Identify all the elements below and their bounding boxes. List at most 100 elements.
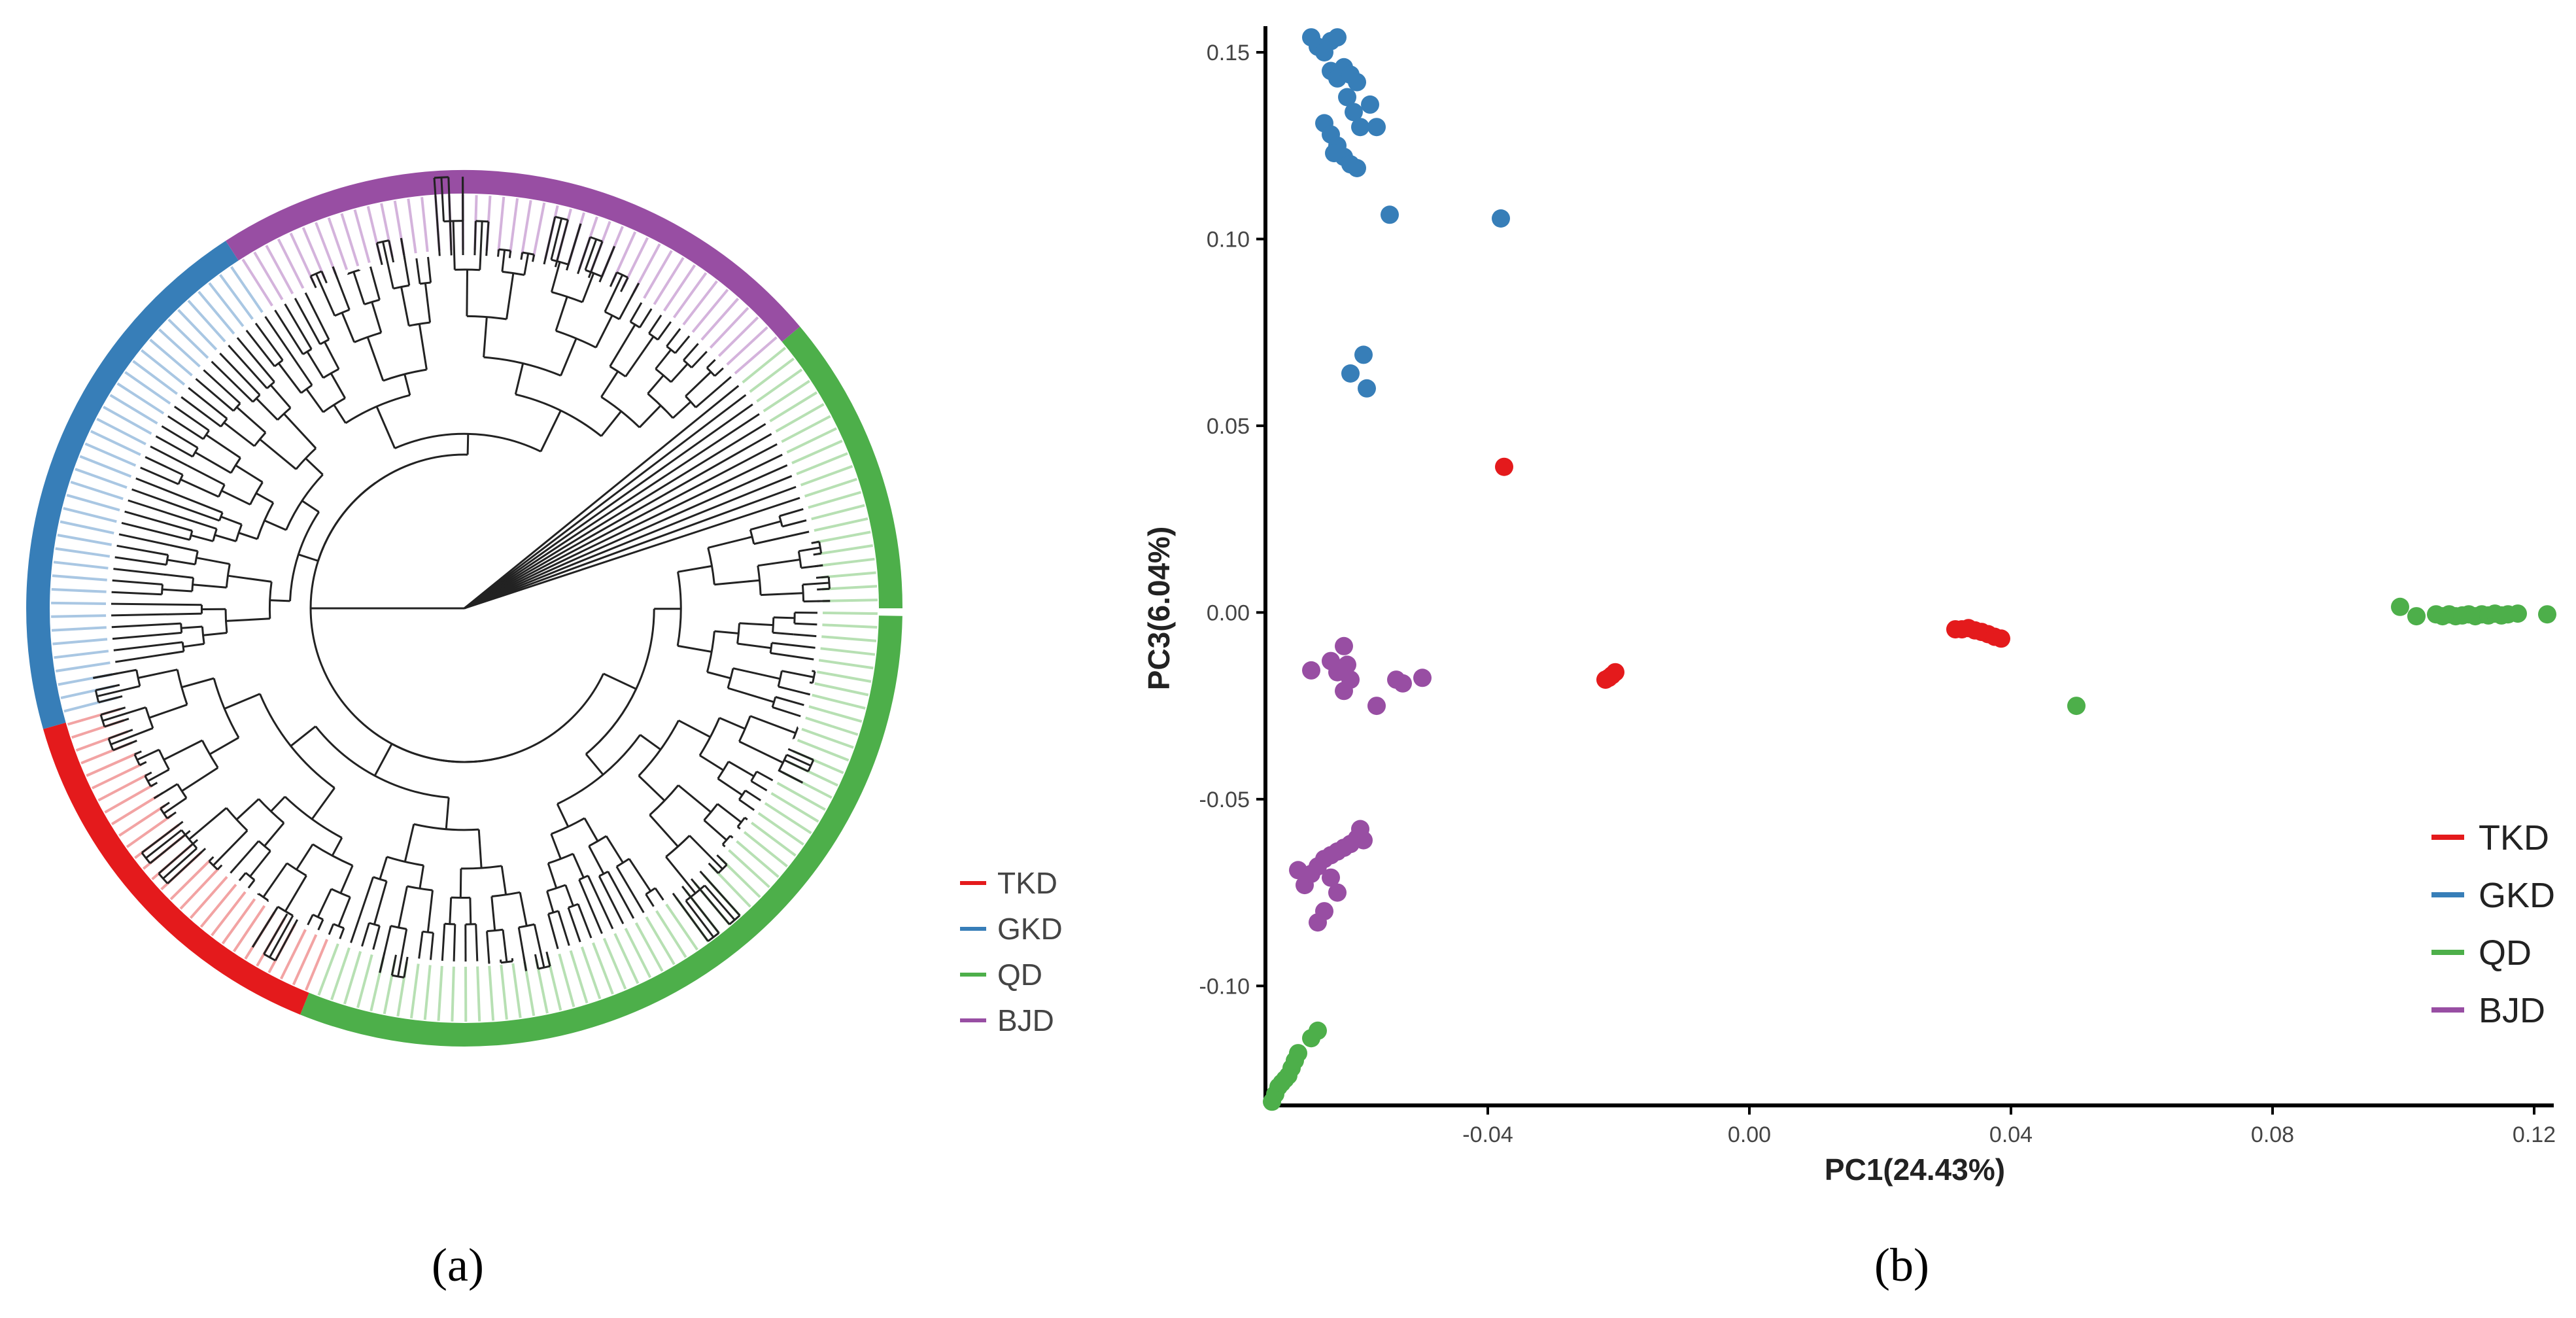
branch-segment (211, 360, 254, 403)
branch-segment (520, 252, 524, 260)
branch-segment (803, 600, 831, 602)
tip-label (511, 963, 522, 1018)
branch-segment (162, 847, 198, 880)
branch-arc (177, 474, 184, 485)
branch-segment (550, 218, 563, 260)
branch-segment (404, 824, 415, 862)
branch-segment (546, 890, 555, 913)
branch-segment (150, 782, 158, 788)
branch-arc (750, 771, 758, 782)
branch-segment (440, 177, 445, 222)
branch-segment (323, 341, 340, 370)
branch-segment (728, 761, 755, 778)
branch-segment (259, 438, 297, 470)
branch-segment (277, 362, 302, 394)
branch-arc (386, 856, 424, 867)
branch-segment (719, 717, 746, 730)
point-bjd (1351, 820, 1369, 839)
branch-segment (226, 617, 270, 622)
point-bjd (1322, 868, 1340, 887)
branch-arc (548, 910, 559, 915)
branch-segment (223, 421, 255, 447)
point-gkd (1325, 144, 1343, 163)
legend-label-gkd: GKD (997, 912, 1063, 946)
branch-arc (258, 840, 271, 852)
branch-segment (251, 906, 279, 948)
branch-segment (263, 913, 288, 955)
branch-segment (564, 884, 574, 907)
branch-segment (167, 415, 204, 440)
tip-label (55, 661, 111, 672)
tip-label (791, 440, 843, 464)
branch-segment (284, 875, 307, 912)
branch-segment (744, 789, 762, 801)
ring-segment-gkd (26, 241, 239, 729)
branch-segment (341, 312, 356, 343)
branch-segment (305, 457, 324, 476)
branch-segment (655, 349, 672, 370)
branch-segment (800, 564, 823, 569)
tip-label (742, 347, 787, 384)
branch-segment (235, 464, 264, 483)
branch-segment (140, 466, 179, 485)
branch-arc (487, 928, 504, 933)
branch-segment (584, 239, 598, 271)
tip-label (177, 309, 218, 351)
branch-segment (266, 899, 269, 903)
tip-label (199, 884, 237, 928)
branch-segment (181, 767, 219, 792)
tip-label (811, 504, 865, 521)
branch-segment (141, 821, 184, 854)
tip-label (804, 477, 857, 498)
branch-segment (670, 363, 689, 383)
branch-segment (583, 818, 599, 842)
branch-segment (647, 374, 664, 394)
branch-arc (703, 803, 719, 821)
x-tick-label: -0.04 (1462, 1122, 1513, 1147)
point-gkd (1341, 364, 1360, 383)
branch-arc (133, 754, 141, 766)
branch-segment (332, 266, 351, 311)
branch-segment (339, 865, 354, 894)
branch-arc (475, 220, 489, 223)
branch-segment (672, 892, 709, 942)
branch-segment (180, 478, 220, 498)
ring-segment-tkd (43, 722, 309, 1015)
branch-segment (466, 269, 468, 317)
tip-label (407, 198, 417, 254)
branch-segment (311, 787, 335, 820)
branch-arc (256, 502, 275, 540)
tip-label (500, 964, 508, 1020)
point-gkd (1338, 88, 1356, 107)
branch-arc (277, 905, 294, 917)
legend-label-qd: QD (997, 958, 1042, 992)
tip-label (805, 716, 859, 737)
dendrogram-branches (93, 176, 831, 979)
tip-label (751, 822, 797, 857)
branch-segment (190, 534, 214, 542)
branch-segment (388, 240, 395, 263)
tip-label (769, 391, 818, 423)
point-gkd (1367, 118, 1386, 137)
branch-segment (375, 243, 383, 266)
branch-arc (616, 271, 628, 279)
branch-arc (354, 332, 382, 343)
branch-arc (797, 551, 802, 568)
branch-segment (192, 583, 227, 589)
tip-label (749, 357, 795, 393)
branch-segment (674, 335, 691, 354)
tip-label (634, 922, 664, 972)
legend-label-bjd: BJD (2479, 991, 2545, 1030)
branch-segment (739, 622, 774, 627)
tip-label (532, 202, 546, 257)
branch-segment (419, 865, 425, 889)
branch-arc (585, 608, 655, 755)
branch-segment (268, 915, 294, 958)
tip-label (728, 849, 770, 888)
branch-segment (550, 262, 561, 292)
tip-label (624, 928, 652, 979)
branch-segment (778, 769, 803, 784)
point-bjd (1309, 913, 1327, 932)
branch-segment (479, 221, 483, 270)
branch-segment (677, 644, 712, 653)
